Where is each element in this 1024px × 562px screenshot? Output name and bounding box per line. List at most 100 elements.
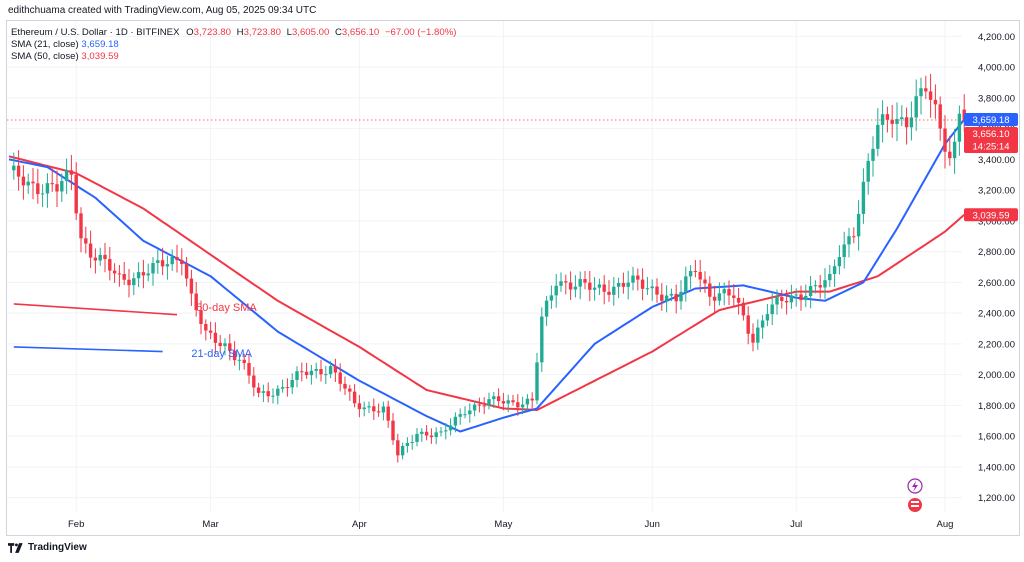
- candle-body: [698, 272, 702, 280]
- candle: [674, 284, 678, 314]
- candle: [832, 259, 837, 288]
- legend-symbol-row: Ethereum / U.S. Dollar · 1D · BITFINEX O…: [11, 27, 456, 39]
- x-tick-label: Mar: [202, 519, 218, 530]
- legend-sma50-row[interactable]: SMA (50, close) 3,039.59: [11, 51, 456, 63]
- legend-sma21-row[interactable]: SMA (21, close) 3,659.18: [11, 39, 456, 51]
- candlesticks: [12, 73, 966, 463]
- trend-drawings: [13, 303, 178, 353]
- candle-body: [876, 124, 880, 149]
- candle: [410, 434, 414, 450]
- candle-body: [280, 387, 285, 389]
- candle: [242, 353, 246, 370]
- candle: [741, 297, 746, 321]
- candle: [386, 400, 390, 428]
- candle: [45, 173, 50, 208]
- candle: [784, 289, 789, 315]
- candle-body: [722, 289, 726, 294]
- candle: [415, 427, 419, 447]
- candle-body: [684, 276, 688, 292]
- candle-body: [45, 183, 50, 194]
- candle: [636, 268, 640, 291]
- candle: [952, 128, 957, 174]
- candle: [712, 285, 717, 313]
- lightning-icon-bolt: [912, 481, 918, 492]
- price-tag-bg: [964, 113, 1018, 127]
- candle-body: [487, 399, 491, 406]
- candle: [141, 259, 146, 289]
- candle: [352, 384, 357, 408]
- candle: [314, 362, 318, 379]
- candle-body: [410, 441, 414, 443]
- candle: [213, 322, 218, 354]
- candle: [885, 106, 890, 133]
- candle-body: [516, 402, 520, 408]
- candle-body: [381, 406, 386, 413]
- candle-body: [765, 314, 770, 321]
- candle-body: [933, 99, 938, 105]
- candle: [252, 367, 256, 397]
- candle: [669, 288, 674, 302]
- candle: [333, 358, 338, 382]
- candle-body: [530, 398, 534, 401]
- candle-body: [856, 213, 861, 237]
- candle: [271, 388, 275, 404]
- candle: [88, 230, 93, 269]
- price-axis: 1,200.00 1,400.00 1,600.00 1,800.00 2,000.00…: [978, 32, 1015, 504]
- trend-line: [13, 346, 163, 353]
- candle-body: [938, 104, 942, 129]
- footer-brand[interactable]: TradingView: [8, 542, 87, 553]
- candle-body: [564, 281, 568, 283]
- candle: [223, 338, 227, 356]
- candle: [876, 108, 880, 157]
- candle-body: [693, 270, 698, 273]
- candle: [290, 373, 294, 395]
- candle-body: [439, 431, 443, 433]
- candle: [405, 437, 410, 453]
- candle: [458, 408, 462, 425]
- candle-body: [213, 332, 218, 343]
- x-tick-label: Feb: [68, 519, 84, 530]
- candle: [808, 276, 813, 309]
- close-value: 3,656.10: [341, 27, 380, 38]
- candle-body: [751, 333, 755, 343]
- candle: [698, 259, 702, 293]
- candle-body: [828, 273, 832, 281]
- candle-body: [415, 433, 419, 442]
- candle-body: [50, 183, 54, 185]
- candle-body: [338, 372, 342, 384]
- candle-body: [780, 297, 784, 301]
- candle: [823, 268, 827, 299]
- candle-body: [895, 119, 899, 124]
- candle: [789, 284, 794, 309]
- candle-body: [127, 279, 131, 286]
- candle-body: [957, 113, 962, 142]
- candle-body: [544, 300, 549, 317]
- flag-icon: [908, 498, 922, 512]
- candle: [232, 341, 237, 366]
- annotation-label: 50-day SMA: [196, 302, 257, 314]
- candle: [909, 101, 914, 141]
- candle: [612, 277, 616, 306]
- candle: [348, 384, 352, 401]
- candle-body: [660, 294, 664, 301]
- x-tick-label: Jul: [790, 519, 802, 530]
- tradingview-logo-icon: [8, 542, 23, 553]
- sma21-value: 3,659.18: [81, 39, 119, 51]
- candle: [482, 397, 486, 415]
- candle: [285, 378, 290, 397]
- candle-body: [103, 254, 107, 260]
- candle-body: [132, 278, 136, 286]
- y-tick-label: 2,200.00: [978, 339, 1015, 350]
- candle-body: [866, 160, 870, 182]
- price-tag-label: 3,039.59: [973, 210, 1010, 221]
- symbol-name[interactable]: Ethereum / U.S. Dollar · 1D · BITFINEX: [11, 27, 180, 38]
- candle-body: [170, 257, 174, 265]
- candle: [780, 289, 784, 309]
- candle-body: [832, 266, 837, 274]
- y-tick-label: 1,200.00: [978, 493, 1015, 504]
- candle: [664, 285, 669, 313]
- candle: [871, 136, 875, 177]
- candle: [684, 266, 688, 302]
- low-label: L: [286, 27, 292, 38]
